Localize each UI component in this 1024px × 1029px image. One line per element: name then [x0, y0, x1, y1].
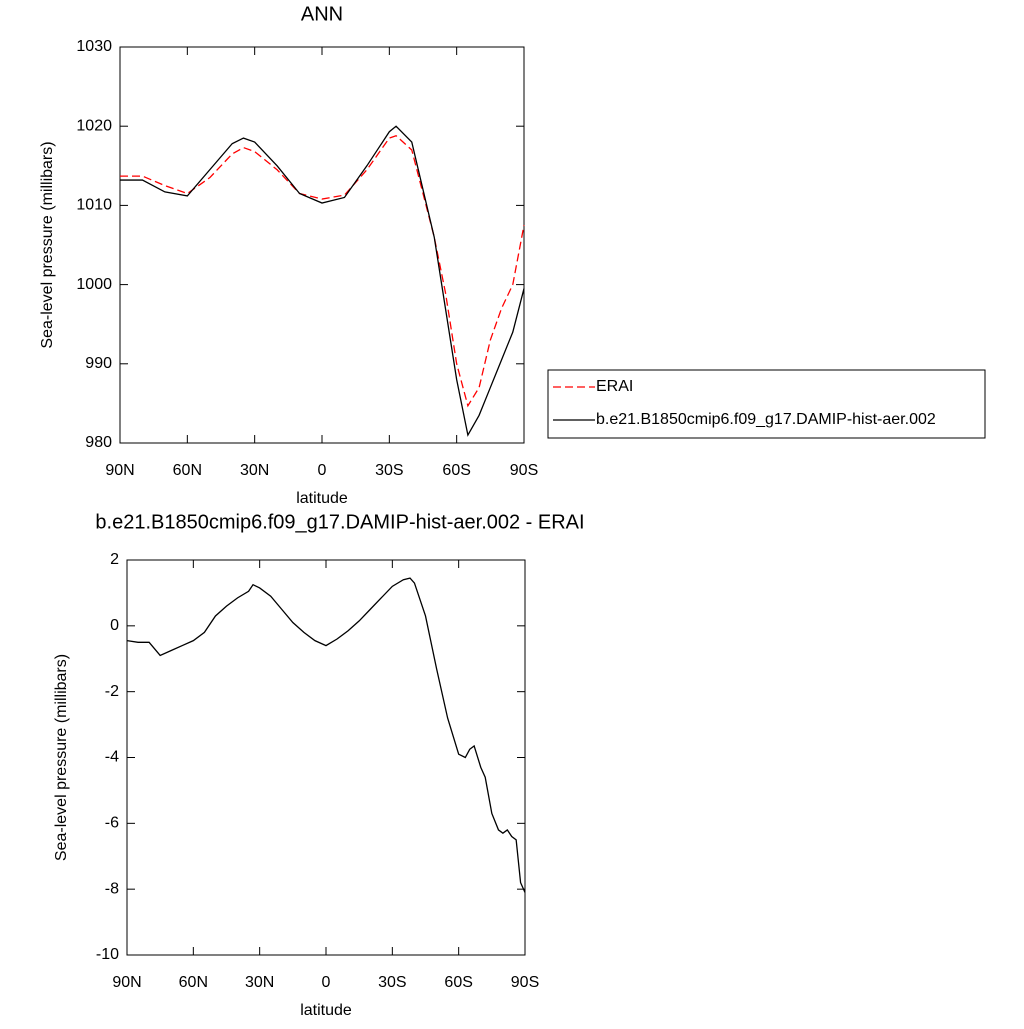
y-tick-label: 980	[85, 434, 112, 451]
y-tick-label: -10	[96, 946, 119, 963]
x-tick-label: 0	[318, 462, 327, 479]
y-tick-label: 2	[110, 551, 119, 568]
plot-frame	[119, 46, 525, 444]
y-tick-label: 1030	[76, 38, 112, 55]
y-tick-label: 990	[85, 355, 112, 372]
x-tick-label: 60S	[444, 974, 472, 991]
x-tick-label: 90N	[105, 462, 134, 479]
x-tick-label: 60N	[179, 974, 208, 991]
x-tick-label: 90N	[112, 974, 141, 991]
y-tick-label: 1010	[76, 197, 112, 214]
x-tick-label: 30N	[245, 974, 274, 991]
y-axis-label: Sea-level pressure (millibars)	[39, 141, 56, 348]
chart-title: b.e21.B1850cmip6.f09_g17.DAMIP-hist-aer.…	[95, 511, 584, 533]
chart-title: ANN	[301, 3, 343, 25]
x-tick-label: 0	[322, 974, 331, 991]
data-line	[120, 125, 525, 437]
y-tick-label: 1020	[76, 117, 112, 134]
x-tick-label: 30S	[378, 974, 406, 991]
x-tick-label: 60N	[173, 462, 202, 479]
x-axis-label: latitude	[300, 1002, 352, 1019]
y-tick-label: -6	[105, 815, 119, 832]
data-line	[126, 577, 526, 893]
y-tick-label: 0	[110, 617, 119, 634]
y-tick-label: 1000	[76, 276, 112, 293]
y-tick-label: -8	[105, 880, 119, 897]
x-tick-label: 90S	[511, 974, 539, 991]
x-tick-label: 30N	[240, 462, 269, 479]
x-axis-label: latitude	[296, 490, 348, 507]
x-tick-label: 30S	[375, 462, 403, 479]
legend-label: b.e21.B1850cmip6.f09_g17.DAMIP-hist-aer.…	[596, 411, 936, 428]
x-tick-label: 60S	[442, 462, 470, 479]
y-axis-label: Sea-level pressure (millibars)	[53, 654, 70, 861]
legend-label: ERAI	[596, 378, 633, 395]
data-line	[120, 134, 525, 408]
y-tick-label: -2	[105, 683, 119, 700]
legend-box	[547, 369, 986, 439]
x-tick-label: 90S	[510, 462, 538, 479]
y-tick-label: -4	[105, 749, 119, 766]
